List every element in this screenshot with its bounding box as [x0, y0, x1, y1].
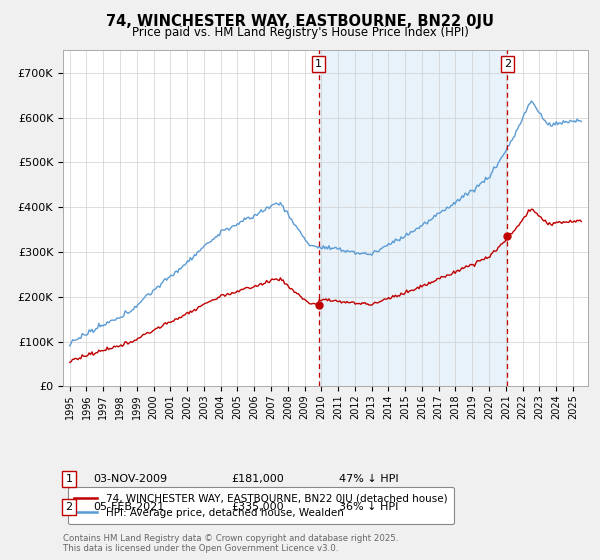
Text: 03-NOV-2009: 03-NOV-2009	[93, 474, 167, 484]
Text: 74, WINCHESTER WAY, EASTBOURNE, BN22 0JU: 74, WINCHESTER WAY, EASTBOURNE, BN22 0JU	[106, 14, 494, 29]
Text: £335,000: £335,000	[231, 502, 284, 512]
Text: 2: 2	[65, 502, 73, 512]
Text: 1: 1	[315, 59, 322, 69]
Text: £181,000: £181,000	[231, 474, 284, 484]
Text: 2: 2	[504, 59, 511, 69]
Legend: 74, WINCHESTER WAY, EASTBOURNE, BN22 0JU (detached house), HPI: Average price, d: 74, WINCHESTER WAY, EASTBOURNE, BN22 0JU…	[68, 487, 454, 524]
Text: 05-FEB-2021: 05-FEB-2021	[93, 502, 164, 512]
Bar	[319, 50, 508, 386]
Text: 47% ↓ HPI: 47% ↓ HPI	[339, 474, 398, 484]
Text: 1: 1	[65, 474, 73, 484]
Text: Contains HM Land Registry data © Crown copyright and database right 2025.
This d: Contains HM Land Registry data © Crown c…	[63, 534, 398, 553]
Text: Price paid vs. HM Land Registry's House Price Index (HPI): Price paid vs. HM Land Registry's House …	[131, 26, 469, 39]
Text: 36% ↓ HPI: 36% ↓ HPI	[339, 502, 398, 512]
